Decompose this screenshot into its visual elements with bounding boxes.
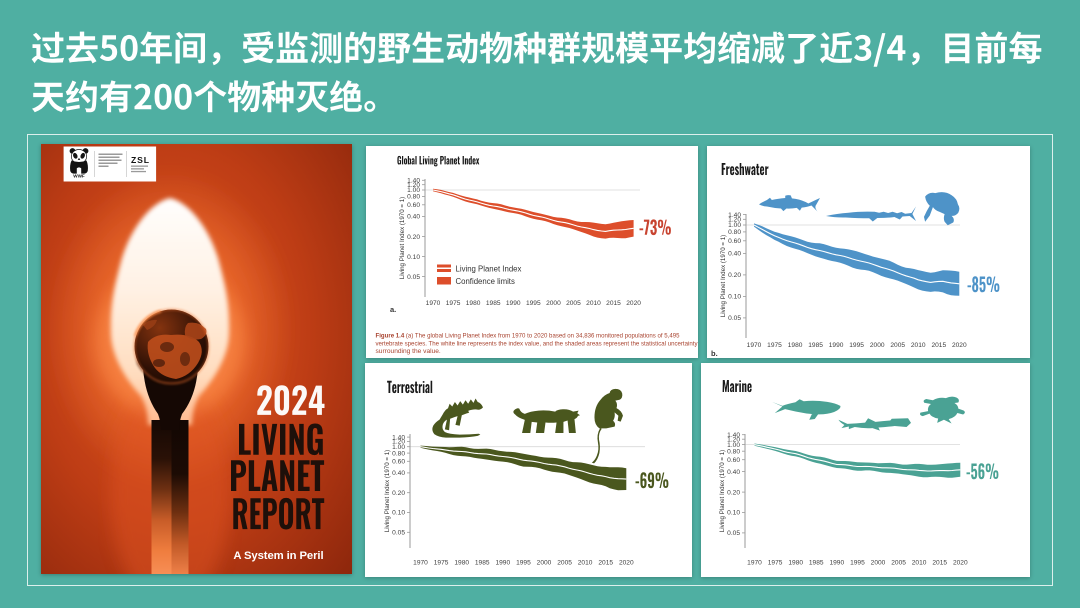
svg-text:2015: 2015	[931, 342, 946, 349]
svg-text:1.00: 1.00	[407, 187, 420, 194]
svg-text:Living Planet Index (1970 = 1): Living Planet Index (1970 = 1)	[399, 197, 406, 279]
svg-text:1975: 1975	[767, 342, 782, 349]
svg-text:a.: a.	[390, 305, 396, 314]
svg-text:1.00: 1.00	[392, 444, 405, 451]
svg-text:Living Planet Index (1970 = 1): Living Planet Index (1970 = 1)	[384, 450, 391, 532]
svg-text:1975: 1975	[446, 300, 461, 307]
svg-text:0.10: 0.10	[727, 510, 740, 517]
svg-text:1995: 1995	[850, 560, 865, 567]
svg-text:1970: 1970	[426, 300, 441, 307]
svg-text:2005: 2005	[890, 342, 905, 349]
svg-text:1.20: 1.20	[392, 439, 405, 446]
svg-text:2010: 2010	[578, 560, 593, 567]
svg-text:2020: 2020	[953, 560, 968, 567]
svg-text:0.10: 0.10	[728, 294, 741, 301]
svg-text:b.: b.	[711, 349, 718, 358]
svg-text:2000: 2000	[546, 300, 561, 307]
svg-text:2020: 2020	[626, 300, 641, 307]
svg-text:surrounding the value.: surrounding the value.	[376, 348, 441, 355]
svg-text:vertebrate species. The white: vertebrate species. The white line repre…	[376, 340, 699, 347]
svg-text:WWF: WWF	[73, 174, 85, 179]
svg-text:0.10: 0.10	[392, 510, 405, 517]
svg-text:2005: 2005	[557, 560, 572, 567]
svg-text:2005: 2005	[891, 560, 906, 567]
svg-text:0.60: 0.60	[392, 459, 405, 466]
svg-text:1975: 1975	[768, 560, 783, 567]
svg-text:0.60: 0.60	[407, 202, 420, 209]
svg-text:1995: 1995	[516, 560, 531, 567]
svg-text:1970: 1970	[747, 342, 762, 349]
svg-text:0.20: 0.20	[727, 489, 740, 496]
svg-text:0.40: 0.40	[407, 214, 420, 221]
svg-text:0.80: 0.80	[727, 448, 740, 455]
svg-text:1.40: 1.40	[392, 434, 405, 441]
svg-text:1.20: 1.20	[407, 182, 420, 189]
svg-text:1980: 1980	[466, 300, 481, 307]
svg-text:2000: 2000	[871, 560, 886, 567]
svg-text:1.20: 1.20	[728, 217, 741, 224]
svg-text:1970: 1970	[747, 560, 762, 567]
svg-text:2015: 2015	[598, 560, 613, 567]
svg-text:1990: 1990	[829, 342, 844, 349]
svg-text:Confidence limits: Confidence limits	[456, 277, 515, 286]
svg-text:1990: 1990	[495, 560, 510, 567]
svg-text:0.10: 0.10	[407, 254, 420, 261]
svg-text:1980: 1980	[454, 560, 469, 567]
svg-text:0.20: 0.20	[392, 490, 405, 497]
svg-text:1.40: 1.40	[728, 212, 741, 219]
svg-text:0.20: 0.20	[407, 234, 420, 241]
svg-text:1.40: 1.40	[407, 178, 420, 185]
svg-text:2000: 2000	[537, 560, 552, 567]
svg-text:1995: 1995	[849, 342, 864, 349]
svg-text:2010: 2010	[911, 342, 926, 349]
svg-text:0.40: 0.40	[392, 470, 405, 477]
svg-text:1.20: 1.20	[727, 436, 740, 443]
svg-text:1985: 1985	[808, 342, 823, 349]
svg-text:2015: 2015	[606, 300, 621, 307]
svg-text:1990: 1990	[829, 560, 844, 567]
svg-text:0.20: 0.20	[728, 272, 741, 279]
svg-text:0.80: 0.80	[392, 450, 405, 457]
svg-text:0.05: 0.05	[728, 315, 741, 322]
svg-text:1985: 1985	[475, 560, 490, 567]
svg-text:ZSL: ZSL	[131, 155, 150, 165]
svg-text:1985: 1985	[486, 300, 501, 307]
svg-text:0.40: 0.40	[728, 251, 741, 258]
svg-text:2010: 2010	[586, 300, 601, 307]
svg-text:0.05: 0.05	[727, 530, 740, 537]
svg-text:0.05: 0.05	[392, 530, 405, 537]
svg-text:0.80: 0.80	[407, 194, 420, 201]
svg-text:1980: 1980	[788, 560, 803, 567]
svg-text:1990: 1990	[506, 300, 521, 307]
svg-text:0.40: 0.40	[727, 469, 740, 476]
svg-text:1985: 1985	[809, 560, 824, 567]
svg-text:2005: 2005	[566, 300, 581, 307]
svg-text:1.40: 1.40	[727, 432, 740, 439]
svg-text:1975: 1975	[434, 560, 449, 567]
svg-text:Living Planet Index (1970 = 1): Living Planet Index (1970 = 1)	[719, 450, 726, 532]
svg-text:2000: 2000	[870, 342, 885, 349]
svg-text:Figure 1.4 (a) The global Livi: Figure 1.4 (a) The global Living Planet …	[376, 333, 680, 340]
svg-text:1970: 1970	[413, 560, 428, 567]
svg-text:0.05: 0.05	[407, 274, 420, 281]
svg-text:1980: 1980	[788, 342, 803, 349]
svg-text:1.00: 1.00	[728, 222, 741, 229]
svg-text:2020: 2020	[952, 342, 967, 349]
svg-text:Living Planet Index: Living Planet Index	[456, 264, 522, 273]
svg-text:0.80: 0.80	[728, 229, 741, 236]
svg-text:1.00: 1.00	[727, 442, 740, 449]
svg-text:0.60: 0.60	[728, 238, 741, 245]
svg-text:2020: 2020	[619, 560, 634, 567]
svg-text:A System in Peril: A System in Peril	[233, 550, 323, 562]
svg-text:Living Planet Index (1970 = 1): Living Planet Index (1970 = 1)	[720, 235, 727, 317]
svg-text:0.60: 0.60	[727, 457, 740, 464]
svg-text:2010: 2010	[912, 560, 927, 567]
svg-text:2015: 2015	[932, 560, 947, 567]
svg-text:1995: 1995	[526, 300, 541, 307]
